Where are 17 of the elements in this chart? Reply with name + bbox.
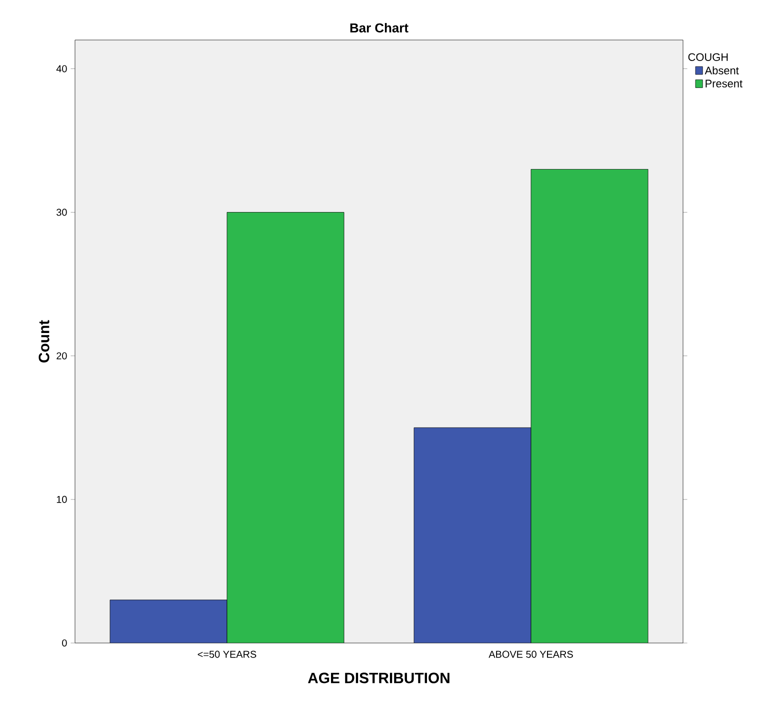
y-tick-label: 40 [56,65,67,72]
y-tick-label: 0 [62,639,67,647]
y-tick-label: 10 [56,496,67,503]
bar [414,427,532,643]
bar [530,169,648,643]
x-axis-title: AGE DISTRIBUTION [308,672,450,684]
bar [110,600,228,643]
y-tick-label: 20 [56,352,67,360]
bar [226,212,344,643]
x-tick-label: <=50 YEARS [198,650,256,658]
x-tick-label: ABOVE 50 YEARS [488,650,573,658]
y-tick-label: 30 [56,208,67,216]
legend-label: Absent [704,66,739,74]
chart-title: Bar Chart [350,22,408,32]
legend-label: Present [706,80,742,88]
y-axis-title: Count [38,320,50,362]
legend-title: COUGH [688,53,728,61]
